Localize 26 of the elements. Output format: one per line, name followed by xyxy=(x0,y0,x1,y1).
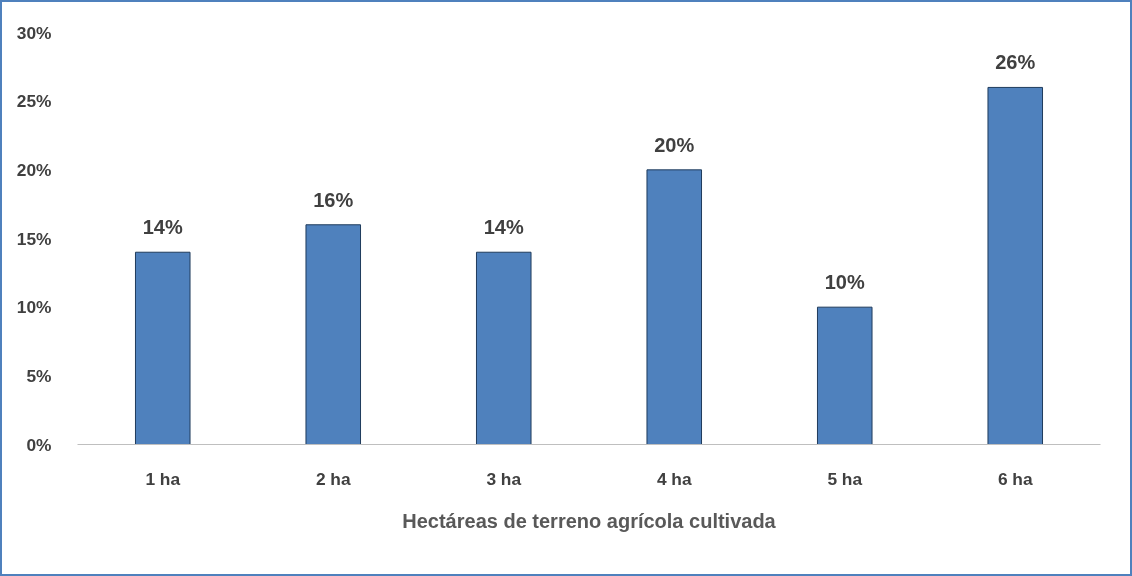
bar xyxy=(646,169,703,445)
data-label: 16% xyxy=(313,188,354,211)
bar xyxy=(816,306,873,445)
bar xyxy=(134,251,191,445)
x-tick-label: 1 ha xyxy=(145,468,181,489)
y-tick-label: 10% xyxy=(16,297,52,318)
x-tick-label: 6 ha xyxy=(997,468,1033,489)
x-tick-label: 5 ha xyxy=(827,468,863,489)
x-tick-label: 4 ha xyxy=(656,468,692,489)
x-tick-label: 2 ha xyxy=(315,468,351,489)
data-label: 14% xyxy=(483,216,524,239)
data-label: 20% xyxy=(654,133,695,156)
bar xyxy=(987,86,1044,445)
y-tick-label: 15% xyxy=(16,228,52,249)
y-tick-label: 30% xyxy=(16,22,52,43)
y-tick-label: 20% xyxy=(16,159,52,180)
data-label: 10% xyxy=(824,271,865,294)
x-tick-label: 3 ha xyxy=(486,468,522,489)
y-tick-label: 5% xyxy=(26,365,52,386)
bar xyxy=(475,251,532,445)
data-label: 14% xyxy=(142,216,183,239)
data-label: 26% xyxy=(995,51,1036,74)
x-axis-title: Hectáreas de terreno agrícola cultivada xyxy=(402,509,777,532)
bar xyxy=(305,224,362,445)
y-tick-label: 0% xyxy=(26,434,52,455)
y-tick-label: 25% xyxy=(16,91,52,112)
